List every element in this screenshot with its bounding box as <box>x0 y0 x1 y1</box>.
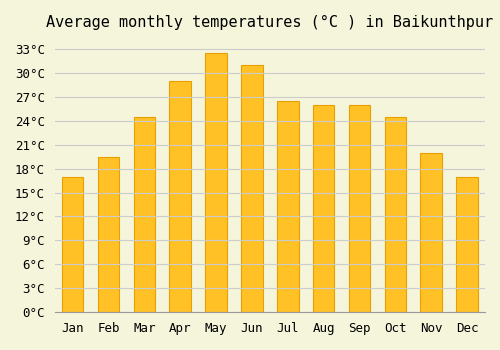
Bar <box>420 153 442 312</box>
Bar <box>241 65 262 312</box>
Title: Average monthly temperatures (°C ) in Baikunthpur: Average monthly temperatures (°C ) in Ba… <box>46 15 494 30</box>
Bar <box>348 105 370 312</box>
Bar <box>170 81 191 312</box>
Bar <box>277 101 298 312</box>
Bar <box>134 117 155 312</box>
Bar <box>313 105 334 312</box>
Bar <box>98 157 120 312</box>
Bar <box>456 177 478 312</box>
Bar <box>62 177 84 312</box>
Bar <box>206 53 227 312</box>
Bar <box>384 117 406 312</box>
